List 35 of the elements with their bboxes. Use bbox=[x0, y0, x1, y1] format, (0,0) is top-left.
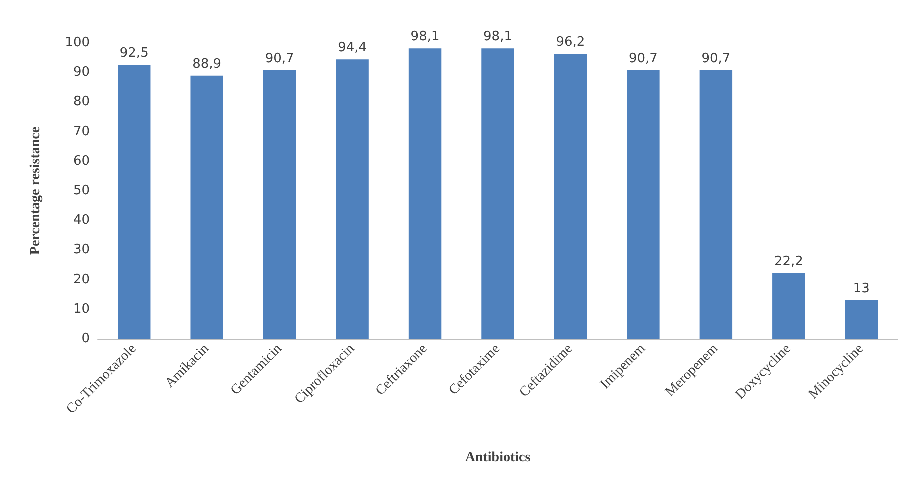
y-tick-label: 10 bbox=[73, 302, 90, 317]
y-tick-label: 100 bbox=[65, 36, 90, 50]
y-tick-label: 30 bbox=[73, 242, 90, 258]
bar bbox=[772, 273, 806, 339]
bar bbox=[482, 48, 514, 339]
x-axis-title: Antibiotics bbox=[465, 450, 532, 466]
data-label: 22,2 bbox=[774, 254, 804, 270]
y-tick-label: 90 bbox=[73, 65, 90, 80]
bar bbox=[700, 70, 733, 339]
data-label: 90,7 bbox=[702, 52, 731, 67]
y-tick-label: 0 bbox=[82, 332, 90, 346]
data-label: 90,7 bbox=[265, 52, 294, 67]
bar bbox=[408, 48, 442, 339]
data-label: 92,5 bbox=[120, 46, 149, 62]
bar bbox=[845, 300, 878, 339]
bar bbox=[263, 70, 296, 339]
y-tick-label: 20 bbox=[73, 272, 90, 288]
data-label: 98,1 bbox=[410, 30, 440, 45]
data-label: 96,2 bbox=[556, 35, 586, 50]
y-tick-label: 80 bbox=[73, 94, 90, 110]
bar bbox=[554, 54, 588, 339]
bar bbox=[336, 60, 369, 339]
y-tick-label: 60 bbox=[73, 154, 90, 169]
y-axis-title: Percentage resistance bbox=[28, 126, 44, 256]
data-label: 94,4 bbox=[338, 40, 368, 56]
data-label: 13 bbox=[853, 282, 870, 297]
bar bbox=[118, 65, 151, 339]
data-label: 90,7 bbox=[628, 52, 658, 67]
y-tick-label: 70 bbox=[73, 124, 90, 140]
data-label: 88,9 bbox=[192, 56, 222, 72]
y-tick-label: 40 bbox=[73, 213, 90, 228]
data-label: 98,1 bbox=[484, 30, 512, 45]
bar bbox=[190, 76, 224, 339]
bar bbox=[627, 70, 660, 339]
y-tick-label: 50 bbox=[73, 184, 90, 198]
